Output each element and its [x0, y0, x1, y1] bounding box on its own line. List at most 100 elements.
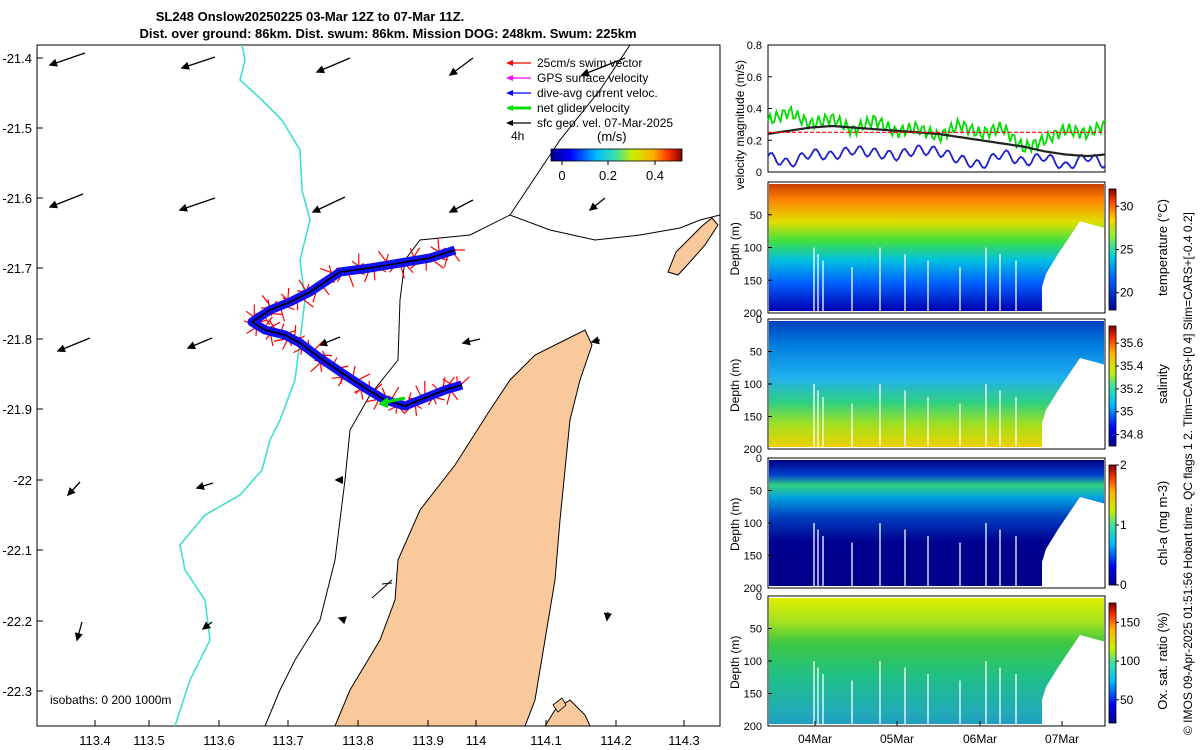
- depth-tick-label: 50: [750, 624, 762, 636]
- colorbar-tick-label: 35.6: [1120, 336, 1144, 350]
- lon-tick-label: 113.5: [133, 733, 165, 748]
- colorbar-tick-label: 0: [558, 168, 565, 183]
- colorbar-tick-label: 35.2: [1120, 382, 1144, 396]
- figure-title: SL248 Onslow20250225 03-Mar 12Z to 07-Ma…: [155, 9, 465, 24]
- geo-arrowhead: [337, 616, 347, 625]
- colorbar-tick-label: 150: [1120, 615, 1140, 629]
- map-frame: [36, 44, 721, 727]
- lat-tick-label: -21.7: [2, 261, 32, 276]
- geo-arrowhead: [180, 61, 190, 70]
- colorbar-tick-label: 50: [1120, 693, 1134, 707]
- depth-tick-label: 0: [756, 314, 762, 326]
- geo-arrow: [581, 57, 626, 76]
- lon-tick-label: 114.1: [530, 733, 562, 748]
- lon-tick-label: 114: [466, 733, 487, 748]
- geo-arrowhead: [74, 632, 83, 642]
- velocity-timeseries-panel: 0 0.2 0.4 0.6 0.8 velocity magnitude (m/s): [733, 40, 1106, 190]
- section-cbar-label: Ox. sat. ratio (%): [1155, 612, 1170, 710]
- legend-swatch-head: [506, 120, 513, 126]
- lon-tick-label: 114.2: [600, 733, 632, 748]
- geo-arrowhead: [48, 200, 58, 209]
- lon-tick-label: 113.7: [272, 733, 304, 748]
- section-colorbar: [1108, 325, 1117, 447]
- section-chl-a: 0 50 100 150 200 Depth (m) 0 1 2 chl-a (mg m-3): [728, 453, 1170, 595]
- section-ylabel: Depth (m): [728, 498, 742, 551]
- geo-arrowhead: [588, 202, 598, 211]
- series-current-speed: [767, 144, 1106, 170]
- section-salinity: 0 50 100 150 200 Depth (m) 34.8 35 35.2 35.4 35.6 s…: [728, 314, 1170, 456]
- isobath-1000m: [264, 214, 720, 726]
- copyright-note: © IMOS 09-Apr-2025 01:51:56 Hobart time.…: [1181, 212, 1195, 735]
- section-cbar-label: chl-a (mg m-3): [1155, 481, 1170, 566]
- lat-tick-label: -22: [13, 473, 32, 488]
- timeseries-ylabel: velocity magnitude (m/s): [733, 60, 747, 190]
- legend-interval: 4h: [511, 129, 524, 143]
- depth-tick-label: 0: [756, 591, 762, 603]
- lat-tick-label: -22.3: [2, 684, 32, 699]
- geo-arrowhead: [201, 621, 211, 630]
- legend-units: (m/s): [597, 129, 627, 144]
- lon-tick-label: 113.9: [412, 733, 444, 748]
- lat-tick-label: -22.1: [2, 543, 32, 558]
- depth-tick-label: 200: [744, 308, 762, 320]
- depth-tick-label: 150: [744, 689, 762, 701]
- ts-ytick-label: 0.6: [747, 72, 762, 84]
- legend-swatch-head: [506, 90, 513, 96]
- depth-tick-label: 100: [744, 243, 762, 255]
- isobath-200m: [174, 45, 311, 726]
- section-ylabel: Depth (m): [728, 359, 742, 412]
- date-tick-label: 04Mar: [798, 732, 832, 746]
- date-tick-label: 06Mar: [963, 732, 997, 746]
- net-velocity-arrowhead: [378, 397, 388, 408]
- depth-tick-label: 200: [744, 444, 762, 456]
- depth-tick-label: 50: [750, 210, 762, 222]
- colorbar-tick-label: 100: [1120, 654, 1140, 668]
- lon-tick-label: 114.3: [668, 733, 700, 748]
- depth-tick-label: 150: [744, 412, 762, 424]
- legend-label: 25cm/s swim vector: [537, 56, 642, 70]
- depth-tick-label: 50: [750, 486, 762, 498]
- colorbar-tick-label: 35.4: [1120, 359, 1144, 373]
- glider-track: [244, 238, 470, 416]
- colorbar-tick-label: 20: [1120, 286, 1134, 300]
- geo-arrowhead: [315, 65, 325, 74]
- lon-tick-label: 113.8: [342, 733, 374, 748]
- colorbar-tick-label: 30: [1120, 199, 1134, 213]
- depth-tick-label: 100: [744, 379, 762, 391]
- legend-colorbar: [550, 148, 683, 162]
- geo-arrowhead: [580, 68, 590, 77]
- lat-tick-label: -21.4: [2, 51, 32, 66]
- lat-tick-label: -21.6: [2, 191, 32, 206]
- colorbar-tick-label: 0.4: [646, 168, 664, 183]
- section-colorbar: [1108, 464, 1117, 586]
- geo-arrowhead: [590, 336, 600, 345]
- ts-ytick-label: 0.8: [747, 40, 762, 52]
- depth-tick-label: 50: [750, 347, 762, 359]
- lat-tick-label: -21.9: [2, 402, 32, 417]
- geo-arrowhead: [334, 475, 343, 485]
- section-oxygen: 0 50 100 150 200 Depth (m) 50 100 150 Ox. sat. ra…: [728, 591, 1170, 733]
- geo-arrowhead: [56, 344, 66, 353]
- isobath-0m-ext: [509, 45, 631, 216]
- section-ylabel: Depth (m): [728, 636, 742, 689]
- colorbar-tick-label: 0.2: [599, 168, 617, 183]
- map-panel: 113.4 113.5 113.6 113.7 113.8 113.9 114 114.1 11…: [2, 44, 721, 748]
- legend-label: dive-avg current veloc.: [537, 86, 658, 100]
- geo-arrowhead: [178, 203, 188, 212]
- ts-ytick-label: 0.2: [747, 135, 762, 147]
- section-cbar-label: salinity: [1155, 364, 1170, 404]
- isobath-label: isobaths: 0 200 1000m: [50, 693, 171, 707]
- lon-tick-label: 113.6: [203, 733, 235, 748]
- colorbar-tick-label: 25: [1120, 243, 1134, 257]
- lat-tick-label: -21.5: [2, 121, 32, 136]
- map-axes: 113.4 113.5 113.6 113.7 113.8 113.9 114 114.1 11…: [2, 51, 699, 748]
- geo-velocity-arrows: [48, 52, 626, 642]
- section-ylabel: Depth (m): [728, 222, 742, 275]
- depth-tick-label: 150: [744, 275, 762, 287]
- land-islet-1: [552, 697, 567, 713]
- legend-swatch-head: [506, 105, 513, 111]
